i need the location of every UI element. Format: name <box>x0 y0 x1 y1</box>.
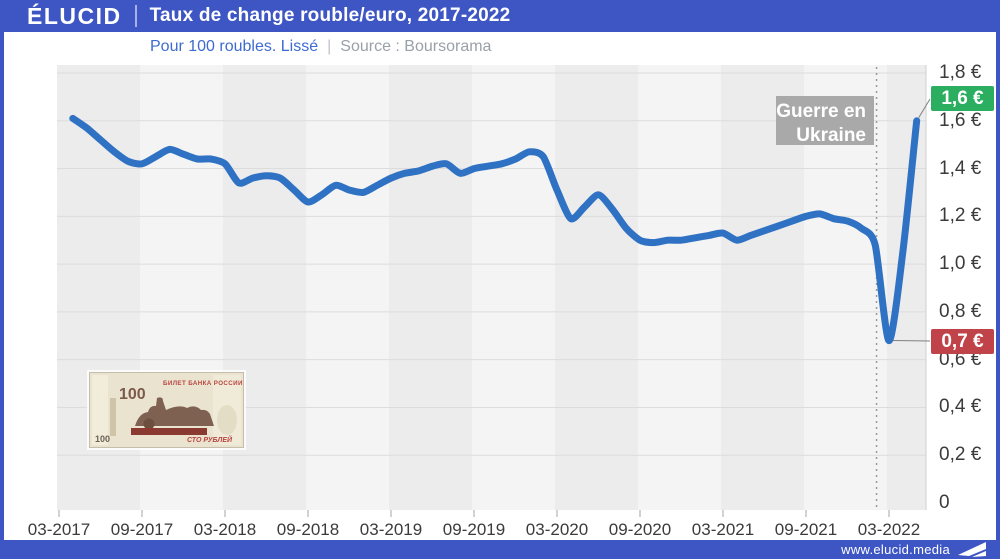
x-axis-label: 09-2021 <box>774 520 838 539</box>
rouble-banknote-image: 100 БИЛЕТ БАНКА РОССИИ 100 СТО РУБЛЕЙ <box>89 372 244 448</box>
chart-subtitle: Pour 100 roubles. Lissé <box>150 38 319 55</box>
footer-url: www.elucid.media <box>841 542 950 557</box>
exchange-rate-line <box>69 114 921 345</box>
annotation-line-1: Guerre en <box>776 101 866 122</box>
x-axis-label: 03-2020 <box>525 520 589 539</box>
elucid-logo: ÉLUCID <box>27 2 122 29</box>
banknote-value-text: СТО РУБЛЕЙ <box>187 435 233 444</box>
x-axis-label: 09-2019 <box>442 520 506 539</box>
x-axis-label: 03-2018 <box>193 520 257 539</box>
plot-band <box>472 65 555 510</box>
banknote-quadriga <box>135 397 214 426</box>
banknote-bank-title: БИЛЕТ БАНКА РОССИИ <box>163 380 243 387</box>
low-value-badge: 0,7 € <box>931 329 994 354</box>
plot-band <box>555 65 638 510</box>
banknote-pedestal <box>131 428 207 435</box>
banknote-denomination-small: 100 <box>95 434 110 444</box>
sub-header: Pour 100 roubles. Lissé | Source : Bours… <box>150 32 502 62</box>
banknote-wheel <box>143 418 155 430</box>
y-axis-label: 1,6 € <box>939 109 982 131</box>
x-axis-label: 03-2022 <box>857 520 921 539</box>
plot-band <box>887 65 926 510</box>
plot-band <box>638 65 721 510</box>
exchange-rate-chart <box>57 65 931 517</box>
x-axis-label: 09-2020 <box>608 520 672 539</box>
high-value-badge: 1,6 € <box>931 86 994 111</box>
source-label: Source : Boursorama <box>340 38 492 55</box>
elucid-flag-icon <box>958 542 986 557</box>
y-axis-label: 0,2 € <box>939 444 982 466</box>
x-axis-label: 09-2017 <box>110 520 174 539</box>
x-axis-label: 03-2019 <box>359 520 423 539</box>
banknote-denomination-large: 100 <box>119 386 146 403</box>
x-axis-label: 09-2018 <box>276 520 340 539</box>
page-title: Taux de change rouble/euro, 2017-2022 <box>149 5 511 26</box>
ukraine-war-annotation: Guerre en Ukraine <box>776 96 874 146</box>
subtitle-separator: | <box>327 38 332 55</box>
footer-bar: www.elucid.media <box>4 540 996 559</box>
y-axis-label: 0,8 € <box>939 300 982 322</box>
y-axis-label: 0,4 € <box>939 396 982 418</box>
x-axis-label: 03-2021 <box>691 520 755 539</box>
banknote-left-band <box>92 375 108 445</box>
header-bar: ÉLUCID Taux de change rouble/euro, 2017-… <box>4 0 996 32</box>
banknote-ornament <box>110 398 116 436</box>
y-axis-label: 1,0 € <box>939 253 982 275</box>
y-axis-label: 0 <box>939 492 950 513</box>
banknote-watermark <box>217 405 237 435</box>
y-axis-label: 1,4 € <box>939 157 982 179</box>
plot-band <box>389 65 472 510</box>
y-axis-label: 1,8 € <box>939 62 982 83</box>
header-separator <box>134 5 137 27</box>
y-axis-label: 1,2 € <box>939 205 982 227</box>
plot-band <box>306 65 389 510</box>
x-axis-label: 03-2017 <box>27 520 91 539</box>
callout-line-high <box>918 98 931 119</box>
annotation-line-2: Ukraine <box>796 125 866 146</box>
